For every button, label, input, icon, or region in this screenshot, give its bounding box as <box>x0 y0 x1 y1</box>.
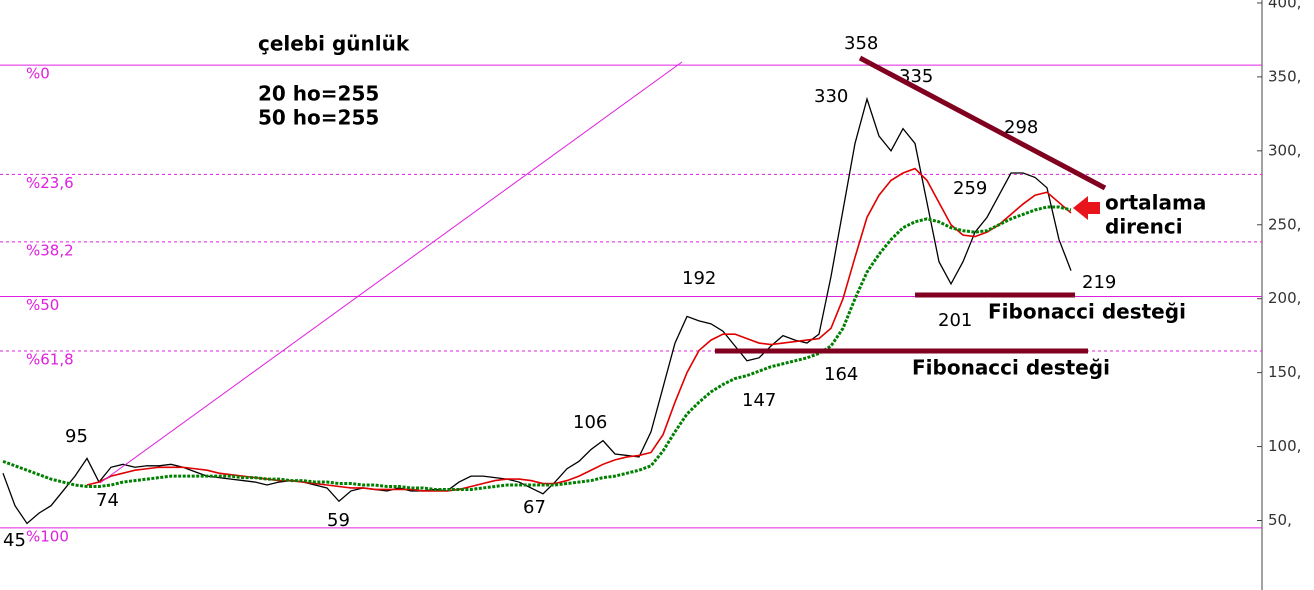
point-label: 330 <box>814 86 848 107</box>
point-label: 106 <box>573 412 607 433</box>
fib-label: %100 <box>26 527 69 545</box>
annotation: ortalama <box>1105 191 1206 215</box>
point-label: 219 <box>1082 272 1116 293</box>
point-label: 201 <box>938 310 972 331</box>
annotation: Fibonacci desteği <box>912 356 1110 380</box>
fib-label: %50 <box>26 296 59 314</box>
y-tick-label: 350, <box>1268 67 1301 85</box>
point-label: 164 <box>824 364 858 385</box>
point-label: 74 <box>96 490 119 511</box>
resistance-line <box>858 55 1107 191</box>
point-label: 259 <box>953 178 987 199</box>
point-label: 192 <box>682 268 716 289</box>
subtitle: 50 ho=255 <box>258 106 379 130</box>
y-tick-label: 300, <box>1268 141 1301 159</box>
arrow <box>1073 196 1100 220</box>
point-label: 298 <box>1004 117 1038 138</box>
fib-label: %38,2 <box>26 241 74 259</box>
annotation: Fibonacci desteği <box>988 300 1186 324</box>
plot: 50, 100, 150, 200, 250, 300, 350, 400, %0 %23,6 %3… <box>0 0 1301 551</box>
y-tick-label: 150, <box>1268 363 1301 381</box>
annotation: direnci <box>1105 215 1183 239</box>
point-label: 45 <box>3 530 26 551</box>
y-tick-label: 200, <box>1268 289 1301 307</box>
trend-line <box>99 61 683 484</box>
y-tick-label: 50, <box>1268 511 1292 529</box>
subtitle: 20 ho=255 <box>258 82 379 106</box>
fib-label: %0 <box>26 65 50 83</box>
point-label: 59 <box>327 510 350 531</box>
chart-title: çelebi günlük <box>258 32 410 56</box>
y-tick-label: 250, <box>1268 215 1301 233</box>
y-tick-label: 100, <box>1268 437 1301 455</box>
series-line <box>2 205 1072 491</box>
point-label: 147 <box>742 390 776 411</box>
point-label: 67 <box>523 497 546 518</box>
point-label: 358 <box>844 33 878 54</box>
point-label: 95 <box>65 426 88 447</box>
fib-label: %23,6 <box>26 174 74 192</box>
fib-label: %61,8 <box>26 351 74 369</box>
y-tick-label: 400, <box>1268 0 1301 11</box>
